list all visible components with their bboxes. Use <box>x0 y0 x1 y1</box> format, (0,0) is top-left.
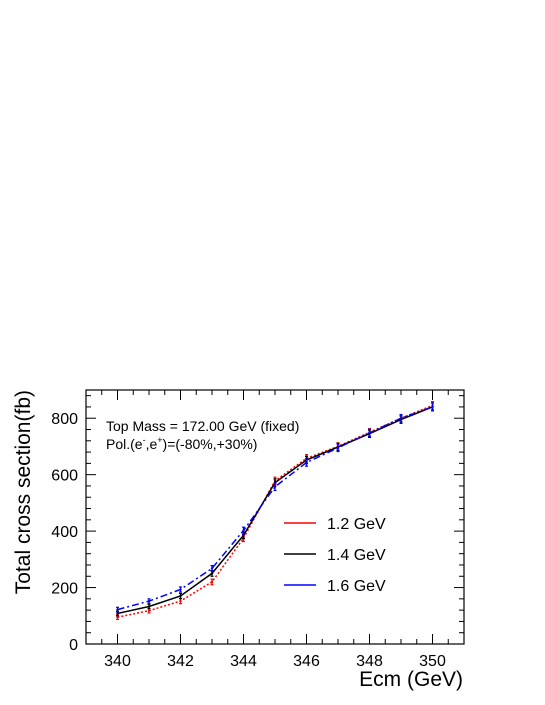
x-tick-label: 342 <box>167 653 194 670</box>
annotation-pol-part-b: ,e <box>146 436 158 452</box>
data-point-1-6-gev <box>210 567 214 570</box>
x-tick-label: 348 <box>356 653 383 670</box>
y-ticks: 0 200 400 600 800 <box>51 395 464 654</box>
data-point-1-2-gev <box>116 615 119 619</box>
annotation-pol-sup-minus: - <box>143 435 146 445</box>
data-point-1-6-gev <box>336 446 340 450</box>
annotation-polarization: Pol.(e-,e+)=(-80%,+30%) <box>106 435 257 452</box>
data-point-1-6-gev <box>399 417 403 420</box>
x-tick-label: 350 <box>419 653 446 670</box>
legend-label-1-4-gev: 1.4 GeV <box>327 547 386 564</box>
series-group <box>116 400 434 621</box>
data-point-1-6-gev <box>242 529 245 532</box>
annotation-top-mass: Top Mass = 172.00 GeV (fixed) <box>106 418 299 434</box>
data-point-1-4-gev <box>210 572 214 575</box>
legend-label-1-6-gev: 1.6 GeV <box>327 578 386 595</box>
legend-label-1-2-gev: 1.2 GeV <box>327 516 386 533</box>
data-point-1-4-gev <box>179 594 182 598</box>
data-point-1-2-gev <box>147 609 151 612</box>
x-axis-title: Ecm (GeV) <box>359 668 463 691</box>
legend: 1.2 GeV 1.4 GeV 1.6 GeV <box>284 516 386 595</box>
data-point-1-6-gev <box>116 608 119 611</box>
y-tick-label: 800 <box>51 411 78 428</box>
y-tick-label: 0 <box>69 637 78 654</box>
x-ticks: 340 342 344 346 348 350 <box>85 390 465 670</box>
data-point-1-2-gev <box>179 599 182 603</box>
x-tick-label: 344 <box>230 653 257 670</box>
y-axis-title: Total cross section(fb) <box>12 390 35 594</box>
data-point-1-6-gev <box>431 405 434 409</box>
data-point-1-4-gev <box>116 612 119 615</box>
annotation-pol-part-c: )=(-80%,+30%) <box>163 436 258 452</box>
x-tick-label: 340 <box>104 653 131 670</box>
data-point-1-6-gev <box>179 588 182 591</box>
annotation-pol-part-a: Pol.(e <box>106 436 143 452</box>
data-point-1-4-gev <box>147 605 151 608</box>
data-point-1-2-gev <box>210 580 214 584</box>
data-point-1-6-gev <box>147 599 151 603</box>
y-tick-label: 200 <box>51 581 78 598</box>
data-point-1-6-gev <box>368 431 371 435</box>
data-point-1-4-gev <box>242 534 245 537</box>
data-point-1-6-gev <box>273 485 277 489</box>
annotation-pol-sup-plus: + <box>157 435 162 445</box>
y-tick-label: 400 <box>51 524 78 541</box>
series-line-1-6-gev <box>117 406 433 611</box>
data-point-1-6-gev <box>305 461 308 464</box>
x-tick-label: 346 <box>293 653 320 670</box>
y-tick-label: 600 <box>51 468 78 485</box>
